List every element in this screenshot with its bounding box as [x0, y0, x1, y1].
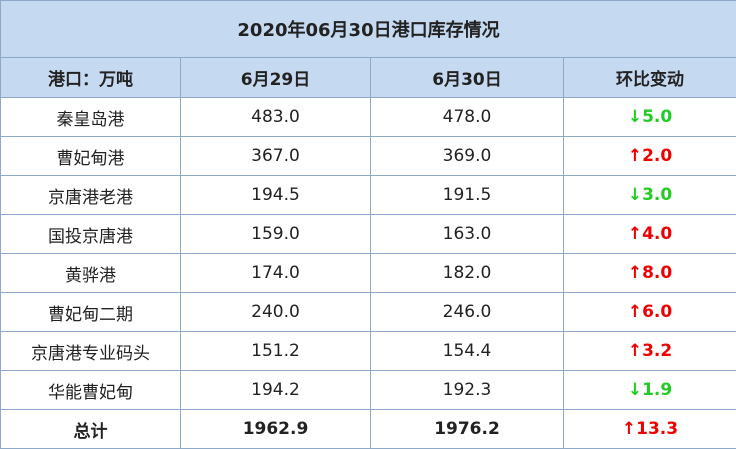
cell: 194.5	[181, 176, 371, 215]
cell: 华能曹妃甸	[1, 371, 181, 410]
change-cell: ↑6.0	[564, 293, 736, 332]
cell: 163.0	[371, 215, 564, 254]
cell: 曹妃甸二期	[1, 293, 181, 332]
cell: 151.2	[181, 332, 371, 371]
change-cell: ↓5.0	[564, 98, 736, 137]
cell: 240.0	[181, 293, 371, 332]
change-cell: ↑13.3	[564, 410, 736, 449]
cell: 182.0	[371, 254, 564, 293]
cell: 192.3	[371, 371, 564, 410]
cell: 秦皇岛港	[1, 98, 181, 137]
cell: 478.0	[371, 98, 564, 137]
cell: 367.0	[181, 137, 371, 176]
cell: 191.5	[371, 176, 564, 215]
cell: 总计	[1, 410, 181, 449]
cell: 159.0	[181, 215, 371, 254]
cell: 369.0	[371, 137, 564, 176]
cell: 黄骅港	[1, 254, 181, 293]
cell: 曹妃甸港	[1, 137, 181, 176]
change-cell: ↑8.0	[564, 254, 736, 293]
change-cell: ↓3.0	[564, 176, 736, 215]
cell: 京唐港专业码头	[1, 332, 181, 371]
change-cell: ↑4.0	[564, 215, 736, 254]
cell: 港口：万吨	[1, 58, 181, 98]
cell: 6月30日	[371, 58, 564, 98]
change-cell: ↓1.9	[564, 371, 736, 410]
cell: 国投京唐港	[1, 215, 181, 254]
title-row: 2020年06月30日港口库存情况	[1, 1, 736, 58]
cell: 483.0	[181, 98, 371, 137]
cell: 环比变动	[564, 58, 736, 98]
change-cell: ↑3.2	[564, 332, 736, 371]
cell: 6月29日	[181, 58, 371, 98]
cell: 194.2	[181, 371, 371, 410]
cell: 1976.2	[371, 410, 564, 449]
table-title: 2020年06月30日港口库存情况	[1, 1, 736, 58]
cell: 1962.9	[181, 410, 371, 449]
cell: 246.0	[371, 293, 564, 332]
cell: 174.0	[181, 254, 371, 293]
cell: 京唐港老港	[1, 176, 181, 215]
change-cell: ↑2.0	[564, 137, 736, 176]
cell: 154.4	[371, 332, 564, 371]
